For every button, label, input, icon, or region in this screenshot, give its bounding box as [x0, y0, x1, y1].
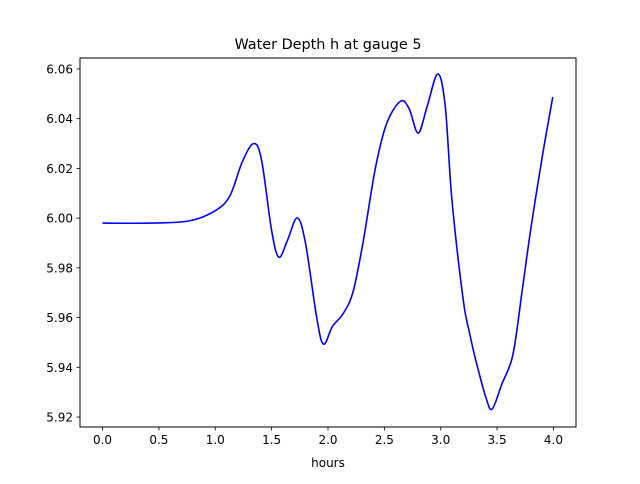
- series-line-h: [102, 73, 554, 411]
- x-tick-label: 2.0: [318, 433, 337, 447]
- x-tick-label: 3.5: [488, 433, 507, 447]
- x-tick-label: 2.5: [375, 433, 394, 447]
- chart-title: Water Depth h at gauge 5: [234, 37, 421, 53]
- y-tick-label: 6.00: [46, 212, 73, 226]
- y-tick-label: 5.94: [46, 361, 73, 375]
- x-axis-label: hours: [311, 456, 345, 470]
- x-tick-label: 0.0: [93, 433, 112, 447]
- x-tick-label: 4.0: [544, 433, 563, 447]
- x-tick-label: 1.5: [262, 433, 281, 447]
- y-tick-label: 6.06: [46, 62, 73, 76]
- y-tick-label: 6.02: [46, 162, 73, 176]
- x-tick-label: 3.0: [431, 433, 450, 447]
- y-tick-label: 5.96: [46, 311, 73, 325]
- x-tick-label: 1.0: [206, 433, 225, 447]
- axes-frame: [79, 57, 577, 428]
- y-tick-label: 5.92: [46, 411, 73, 425]
- x-tick-label: 0.5: [149, 433, 168, 447]
- y-tick-label: 6.04: [46, 112, 73, 126]
- y-tick-label: 5.98: [46, 261, 73, 275]
